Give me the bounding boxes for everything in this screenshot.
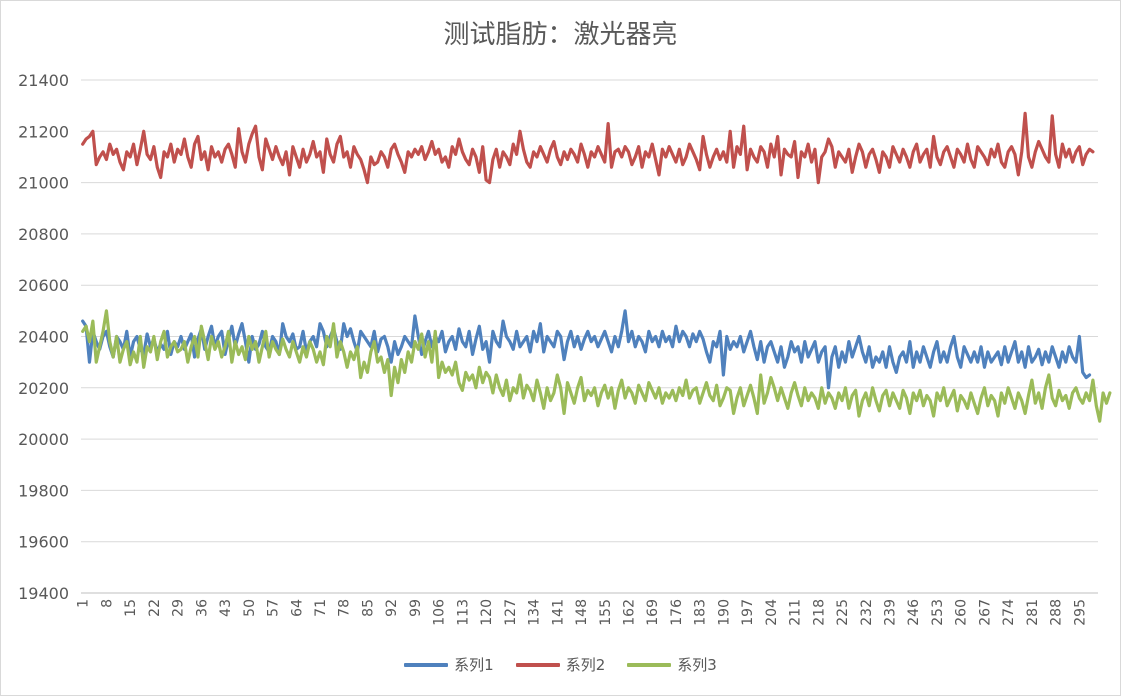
x-tick-label: 1 (76, 599, 92, 608)
x-tick-label: 8 (99, 599, 115, 608)
legend-item-series-2[interactable]: 系列2 (515, 654, 606, 675)
x-tick-label: 169 (645, 599, 661, 626)
series-line-3 (81, 309, 1112, 423)
x-tick-label: 43 (218, 599, 234, 617)
x-tick-label: 92 (384, 599, 400, 617)
legend: 系列1 系列2 系列3 (0, 654, 1121, 675)
x-tick-label: 15 (123, 599, 139, 617)
x-tick-label: 127 (503, 599, 519, 626)
series-line-2 (81, 111, 1095, 185)
x-tick-label: 218 (811, 599, 827, 626)
x-tick-label: 253 (930, 599, 946, 626)
x-tick-label: 211 (788, 599, 804, 626)
y-tick-label: 20400 (18, 328, 69, 347)
y-tick-label: 20000 (18, 430, 69, 449)
legend-swatch-series-1 (404, 662, 449, 667)
x-tick-label: 183 (693, 599, 709, 626)
legend-label-series-1: 系列1 (454, 656, 494, 674)
x-tick-label: 141 (550, 599, 566, 626)
x-tick-label: 204 (764, 599, 780, 626)
x-tick-label: 120 (479, 599, 495, 626)
x-tick-label: 155 (598, 599, 614, 626)
y-tick-label: 19600 (18, 533, 69, 552)
x-tick-label: 239 (883, 599, 899, 626)
x-tick-label: 176 (669, 599, 685, 626)
x-tick-label: 64 (289, 599, 305, 617)
y-tick-label: 21400 (18, 71, 69, 90)
x-tick-label: 197 (740, 599, 756, 626)
legend-item-series-1[interactable]: 系列1 (404, 654, 494, 675)
series-line-1 (81, 309, 1092, 390)
x-tick-label: 267 (977, 599, 993, 626)
x-tick-label: 190 (716, 599, 732, 626)
y-tick-label: 20800 (18, 225, 69, 244)
x-tick-label: 232 (859, 599, 875, 626)
y-tick-label: 19800 (18, 481, 69, 500)
x-tick-label: 36 (194, 599, 210, 617)
x-tick-label: 71 (313, 599, 329, 617)
x-tick-label: 106 (432, 599, 448, 626)
x-tick-label: 274 (1001, 599, 1017, 626)
x-tick-label: 78 (337, 599, 353, 617)
x-tick-label: 148 (574, 599, 590, 626)
legend-label-series-2: 系列2 (565, 656, 606, 674)
x-tick-label: 295 (1072, 599, 1088, 626)
x-tick-label: 225 (835, 599, 851, 626)
x-tick-label: 113 (455, 599, 471, 626)
x-tick-label: 99 (408, 599, 424, 617)
legend-swatch-series-3 (627, 662, 672, 667)
x-tick-label: 162 (621, 599, 637, 626)
x-tick-label: 57 (266, 599, 282, 617)
x-tick-label: 22 (147, 599, 163, 617)
chart-title: 测试脂肪：激光器亮 (443, 20, 678, 50)
legend-label-series-3: 系列3 (677, 656, 717, 674)
y-tick-label: 21200 (18, 122, 69, 141)
x-tick-label: 281 (1025, 599, 1041, 626)
legend-item-series-3[interactable]: 系列3 (627, 654, 717, 675)
legend-swatch-series-2 (515, 662, 560, 667)
x-tick-label: 85 (360, 599, 376, 617)
x-tick-label: 50 (242, 599, 258, 617)
y-tick-label: 20600 (18, 276, 69, 295)
x-tick-label: 134 (527, 599, 543, 626)
x-tick-label: 246 (906, 599, 922, 626)
y-tick-label: 20200 (18, 379, 69, 398)
y-tick-label: 19400 (18, 584, 69, 603)
y-tick-label: 21000 (18, 174, 69, 193)
x-tick-label: 260 (954, 599, 970, 626)
x-tick-label: 29 (171, 599, 187, 617)
x-tick-label: 288 (1049, 599, 1065, 626)
